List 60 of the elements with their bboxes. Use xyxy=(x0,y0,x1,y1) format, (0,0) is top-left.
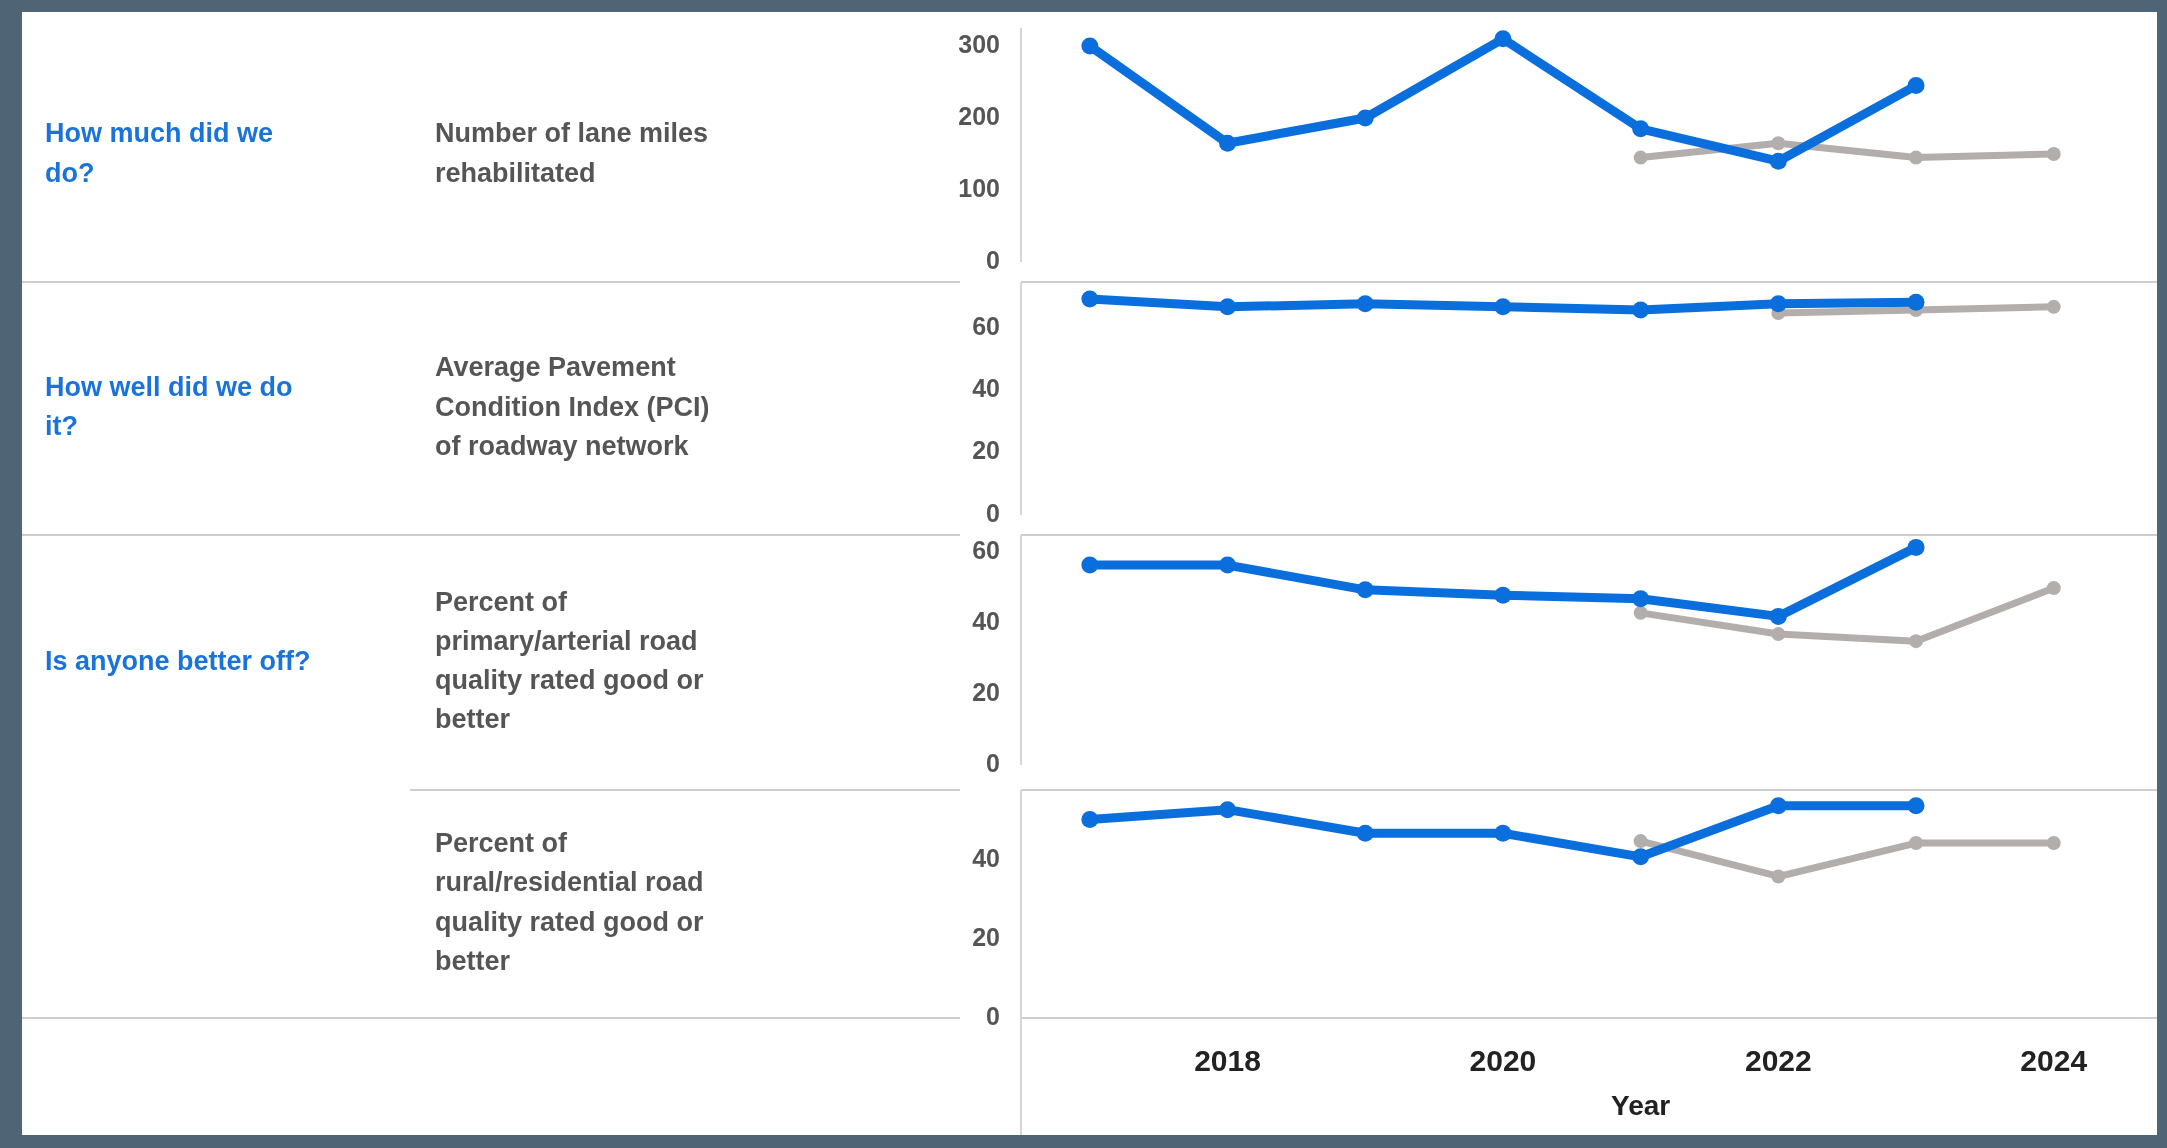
point xyxy=(2046,147,2061,161)
point xyxy=(1633,605,1648,620)
y-axis-title: Percent of primary/arterial road quality rated good or better xyxy=(435,586,704,735)
x-tick-label: 2020 xyxy=(1469,1043,1537,1077)
point xyxy=(1081,810,1099,828)
point xyxy=(1494,586,1512,604)
point xyxy=(1769,607,1787,625)
y-tick-label: 20 xyxy=(972,677,1000,706)
text: Is anyone better off? xyxy=(45,645,311,676)
text: How much did we do? xyxy=(45,118,274,188)
y-tick-label: 200 xyxy=(958,101,1000,130)
x-tick-label: 2022 xyxy=(1744,1043,1812,1077)
point xyxy=(1633,150,1648,165)
y-tick-label: 60 xyxy=(972,536,1000,565)
point xyxy=(2046,581,2061,596)
point xyxy=(1633,834,1648,849)
x-tick-label: 2024 xyxy=(2020,1043,2088,1077)
point xyxy=(1494,30,1512,48)
y-tick-label: 0 xyxy=(986,748,1000,777)
point xyxy=(2046,836,2061,851)
point xyxy=(1219,134,1237,152)
x-tick-label: 2018 xyxy=(1194,1043,1261,1077)
point xyxy=(1356,824,1374,842)
y-tick-label: 40 xyxy=(972,607,1000,636)
point xyxy=(1219,556,1237,574)
point xyxy=(1356,581,1374,599)
point xyxy=(1494,824,1512,842)
y-axis-title: Percent of rural/residential road quality rated good or better xyxy=(435,828,704,976)
point xyxy=(1632,590,1650,608)
y-tick-label: 0 xyxy=(986,1001,1000,1030)
point xyxy=(1771,627,1786,642)
point xyxy=(1907,538,1925,556)
y-axis-title: Number of lane miles rehabilitated xyxy=(435,118,709,188)
y-tick-label: 300 xyxy=(958,29,1000,58)
point xyxy=(1356,109,1374,127)
point xyxy=(1771,136,1786,151)
point xyxy=(1081,37,1099,55)
point xyxy=(1907,77,1925,95)
y-tick-label: 0 xyxy=(986,498,1000,527)
y-tick-label: 100 xyxy=(958,173,1000,202)
x-axis-title: Year xyxy=(1611,1090,1671,1122)
point xyxy=(1771,869,1786,884)
point xyxy=(1909,150,1924,165)
point xyxy=(1632,120,1650,138)
point xyxy=(1219,801,1237,819)
y-tick-label: 20 xyxy=(972,922,1000,951)
y-tick-label: 60 xyxy=(972,312,1000,341)
y-tick-label: 40 xyxy=(972,844,1000,873)
point xyxy=(1769,797,1787,815)
y-tick-label: 20 xyxy=(972,436,1000,465)
point xyxy=(1907,797,1925,815)
y-axis-title: Average Pavement Condition Index (PCI) of roadway network xyxy=(435,352,710,461)
point xyxy=(1632,848,1650,866)
y-tick-label: 0 xyxy=(986,245,1000,274)
text: How well did we do it? xyxy=(45,372,293,442)
point xyxy=(1081,556,1099,574)
point xyxy=(1769,152,1787,170)
point xyxy=(1909,634,1924,649)
point xyxy=(1909,836,1924,851)
y-tick-label: 40 xyxy=(972,374,1000,403)
